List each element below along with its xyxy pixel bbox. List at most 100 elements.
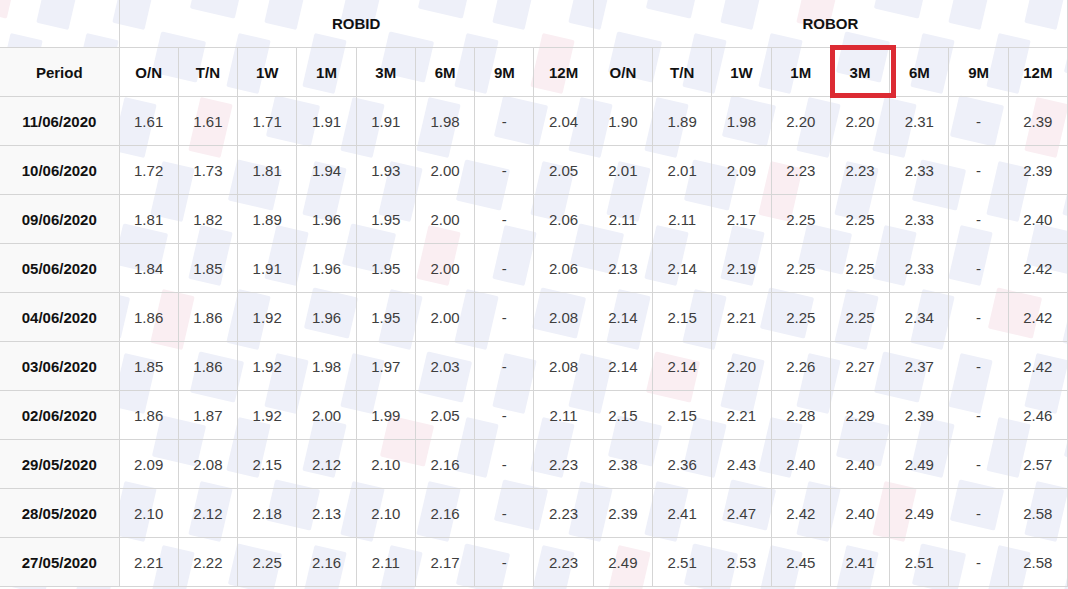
robor-1w-cell: 2.43 [712,440,771,489]
robor-1m-cell: 2.42 [771,489,830,538]
robid-1w-cell: 1.81 [238,146,297,195]
period-cell: 28/05/2020 [0,489,119,538]
robor-6m-cell: 2.37 [890,342,949,391]
tenor-header-robid-12m: 12M [534,48,593,97]
period-cell: 03/06/2020 [0,342,119,391]
robor-6m-cell: 2.33 [890,146,949,195]
robor-1m-cell: 2.23 [771,146,830,195]
robid-1m-cell: 1.96 [297,195,356,244]
robor-1w-cell: 2.09 [712,146,771,195]
tenor-header-robor-tn: T/N [653,48,712,97]
tenor-header-robor-12m: 12M [1008,48,1067,97]
robid-9m-cell: - [475,440,534,489]
robid-6m-cell: 2.00 [415,146,474,195]
robor-9m-cell: - [949,195,1008,244]
robor-9m-cell: - [949,146,1008,195]
robid-on-cell: 1.86 [119,293,178,342]
robor-tn-cell: 2.41 [653,489,712,538]
robor-on-cell: 2.14 [593,293,652,342]
robid-9m-cell: - [475,244,534,293]
robid-1w-cell: 1.92 [238,293,297,342]
interbank-rates-page: ROBID ROBOR Period O/NT/N1W1M3M6M9M12MO/… [0,0,1068,589]
robor-9m-cell: - [949,538,1008,587]
robor-6m-cell: 2.34 [890,293,949,342]
tenor-header-robid-1w: 1W [238,48,297,97]
robor-3m-cell: 2.23 [830,146,889,195]
robid-tn-cell: 1.87 [178,391,237,440]
robor-6m-cell: 2.39 [890,391,949,440]
robid-on-cell: 1.85 [119,342,178,391]
group-header-robid: ROBID [119,0,593,48]
robor-1w-cell: 2.20 [712,342,771,391]
robor-6m-cell: 2.31 [890,97,949,146]
robor-1w-cell: 2.21 [712,293,771,342]
robid-12m-cell: 2.11 [534,391,593,440]
robid-on-cell: 1.86 [119,391,178,440]
robor-tn-cell: 2.14 [653,244,712,293]
robor-9m-cell: - [949,489,1008,538]
robor-6m-cell: 2.49 [890,489,949,538]
robid-6m-cell: 1.98 [415,97,474,146]
robor-3m-cell: 2.40 [830,489,889,538]
robid-6m-cell: 2.00 [415,293,474,342]
robid-12m-cell: 2.06 [534,244,593,293]
robid-9m-cell: - [475,195,534,244]
robor-12m-cell: 2.58 [1008,538,1067,587]
robor-6m-cell: 2.33 [890,244,949,293]
robor-1m-cell: 2.25 [771,244,830,293]
robid-3m-cell: 1.97 [356,342,415,391]
group-header-row: ROBID ROBOR [0,0,1068,48]
tenor-header-robid-on: O/N [119,48,178,97]
robor-1m-cell: 2.25 [771,293,830,342]
robid-tn-cell: 1.82 [178,195,237,244]
robid-1m-cell: 2.13 [297,489,356,538]
robid-3m-cell: 1.95 [356,244,415,293]
robor-1w-cell: 2.21 [712,391,771,440]
table-row: 10/06/20201.721.731.811.941.932.00-2.052… [0,146,1068,195]
robor-12m-cell: 2.46 [1008,391,1067,440]
table-row: 02/06/20201.861.871.922.001.992.05-2.112… [0,391,1068,440]
table-row: 05/06/20201.841.851.911.961.952.00-2.062… [0,244,1068,293]
robid-3m-cell: 1.99 [356,391,415,440]
robor-tn-cell: 2.11 [653,195,712,244]
period-cell: 29/05/2020 [0,440,119,489]
robor-1m-cell: 2.45 [771,538,830,587]
robor-on-cell: 2.11 [593,195,652,244]
robor-1m-cell: 2.40 [771,440,830,489]
corner-cell [0,0,119,48]
robor-1w-cell: 1.98 [712,97,771,146]
robid-on-cell: 2.10 [119,489,178,538]
robor-12m-cell: 2.39 [1008,97,1067,146]
tenor-header-robid-tn: T/N [178,48,237,97]
tenor-header-robor-3m[interactable]: 3M [830,48,889,97]
table-row: 29/05/20202.092.082.152.122.102.16-2.232… [0,440,1068,489]
robor-6m-cell: 2.49 [890,440,949,489]
robid-3m-cell: 2.11 [356,538,415,587]
robid-1w-cell: 1.71 [238,97,297,146]
interbank-rates-table: ROBID ROBOR Period O/NT/N1W1M3M6M9M12MO/… [0,0,1068,587]
robor-3m-cell: 2.40 [830,440,889,489]
robid-6m-cell: 2.16 [415,489,474,538]
robid-3m-cell: 1.91 [356,97,415,146]
tenor-header-robid-9m: 9M [475,48,534,97]
robid-9m-cell: - [475,342,534,391]
robid-12m-cell: 2.08 [534,342,593,391]
robid-on-cell: 1.84 [119,244,178,293]
robid-on-cell: 1.81 [119,195,178,244]
robor-1w-cell: 2.53 [712,538,771,587]
robid-3m-cell: 2.10 [356,489,415,538]
period-cell: 05/06/2020 [0,244,119,293]
robid-12m-cell: 2.23 [534,440,593,489]
robor-9m-cell: - [949,293,1008,342]
robid-6m-cell: 2.00 [415,195,474,244]
robid-3m-cell: 2.10 [356,440,415,489]
robid-6m-cell: 2.05 [415,391,474,440]
robor-12m-cell: 2.57 [1008,440,1067,489]
robor-9m-cell: - [949,440,1008,489]
robid-12m-cell: 2.23 [534,538,593,587]
robid-12m-cell: 2.06 [534,195,593,244]
robor-3m-cell: 2.29 [830,391,889,440]
robor-12m-cell: 2.39 [1008,146,1067,195]
robid-1m-cell: 1.91 [297,97,356,146]
robor-3m-cell: 2.25 [830,244,889,293]
